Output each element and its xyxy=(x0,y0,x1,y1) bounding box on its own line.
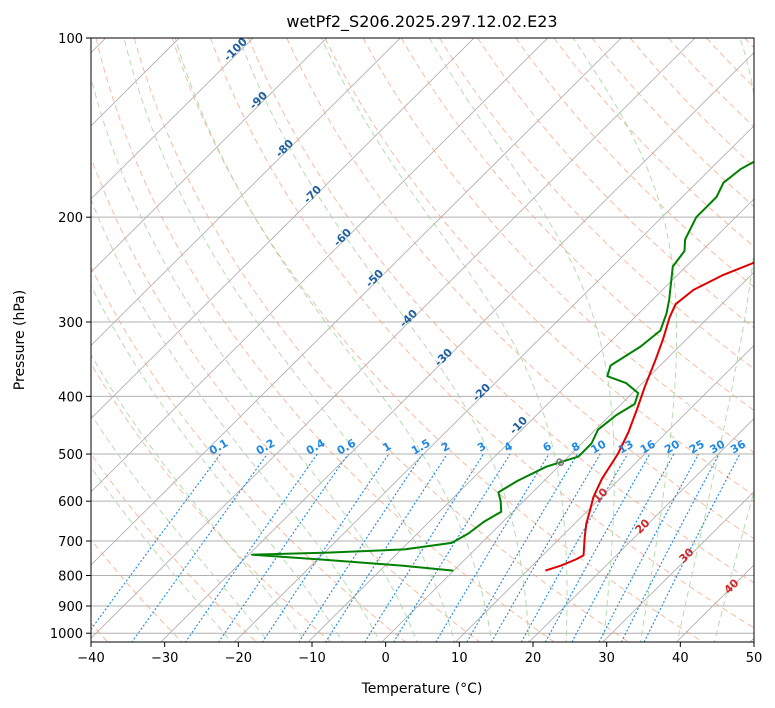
dry-adiabat-line xyxy=(171,38,704,642)
y-tick-label: 700 xyxy=(58,535,83,550)
x-axis-label: Temperature (°C) xyxy=(361,681,483,697)
isotherm-line xyxy=(381,271,754,642)
isotherm-line xyxy=(91,38,401,346)
isotherm-line xyxy=(234,125,754,642)
isotherm-line xyxy=(160,52,754,642)
moist-adiabat-line xyxy=(320,38,568,642)
moist-adiabat-line xyxy=(91,284,344,642)
y-tick-label: 500 xyxy=(58,448,83,463)
dry-adiabat-line xyxy=(553,38,754,248)
dry-adiabat-line xyxy=(133,38,629,642)
moist-adiabat-line xyxy=(91,413,270,642)
y-tick-label: 900 xyxy=(58,600,83,615)
y-axis-label: Pressure (hPa) xyxy=(12,290,28,390)
x-tick-label: 10 xyxy=(451,651,468,666)
mixing-ratio-line xyxy=(544,453,651,642)
y-tick-label: 200 xyxy=(58,211,83,226)
isotherm-line xyxy=(91,38,548,493)
dry-adiabat-line xyxy=(362,38,754,454)
isotherm-line xyxy=(455,344,754,642)
dry-adiabat-line xyxy=(95,38,555,642)
dry-adiabat-line xyxy=(286,38,754,540)
mixing-ratio-line xyxy=(131,453,268,642)
x-tick-label: −40 xyxy=(77,651,104,666)
plot-frame xyxy=(90,37,755,643)
moist-adiabat-line xyxy=(428,38,615,642)
dry-adiabat-line xyxy=(91,266,406,642)
moist-adiabat-line xyxy=(238,38,530,642)
x-tick-label: 30 xyxy=(598,651,615,666)
mixing-ratio-line xyxy=(218,453,349,642)
x-tick-label: −10 xyxy=(298,651,325,666)
y-tick-label: 400 xyxy=(58,390,83,405)
y-tick-label: 300 xyxy=(58,316,83,331)
mixing-ratio-line xyxy=(184,453,318,642)
y-tick-label: 600 xyxy=(58,495,83,510)
dry-adiabat-line xyxy=(438,38,754,370)
isotherm-line xyxy=(91,38,327,273)
chart-title: wetPf2_S206.2025.297.12.02.E23 xyxy=(286,12,557,32)
mixing-ratio-line xyxy=(598,453,700,642)
moist-adiabat-line xyxy=(713,489,754,642)
moist-adiabat-line xyxy=(174,38,493,642)
dry-adiabat-line xyxy=(248,38,754,584)
x-tick-label: 50 xyxy=(746,651,763,666)
mixing-ratio-line xyxy=(571,453,675,642)
x-tick-label: −20 xyxy=(225,651,252,666)
mixing-ratio-line xyxy=(520,453,629,642)
isotherm-line xyxy=(91,38,696,639)
x-tick-label: 20 xyxy=(525,651,542,666)
isotherm-line xyxy=(307,198,754,642)
isotherm-line xyxy=(91,38,475,420)
mixing-ratio-line xyxy=(325,453,448,642)
moist-adiabat-line xyxy=(123,38,455,642)
y-tick-label: 100 xyxy=(58,32,83,47)
x-tick-label: 40 xyxy=(672,651,689,666)
moist-adiabat-line xyxy=(91,76,418,642)
mixing-ratio-line xyxy=(298,453,423,642)
x-tick-label: −30 xyxy=(151,651,178,666)
x-tick-label: 0 xyxy=(382,651,390,666)
moist-adiabat-line xyxy=(572,38,677,642)
moist-adiabat-line xyxy=(91,198,381,642)
mixing-ratio-line xyxy=(91,453,221,631)
mixing-ratio-line xyxy=(435,453,550,642)
mixing-ratio-line xyxy=(261,453,390,642)
moist-adiabat-line xyxy=(91,353,307,642)
y-tick-label: 1000 xyxy=(50,627,83,642)
dry-adiabat-line xyxy=(324,38,754,496)
plot-background xyxy=(91,38,754,642)
dry-adiabat-line xyxy=(591,38,754,208)
isotherm-line xyxy=(528,418,754,642)
dewpoint-profile-line xyxy=(251,160,754,572)
isotherm-line xyxy=(91,38,622,566)
moist-adiabat-line xyxy=(91,466,232,642)
isotherm-line xyxy=(91,38,254,200)
temperature-profile-line xyxy=(545,261,754,572)
dry-adiabat-line xyxy=(210,38,754,629)
isotherm-line xyxy=(602,491,754,642)
y-tick-label: 800 xyxy=(58,570,83,585)
moist-adiabat-line xyxy=(676,38,754,642)
